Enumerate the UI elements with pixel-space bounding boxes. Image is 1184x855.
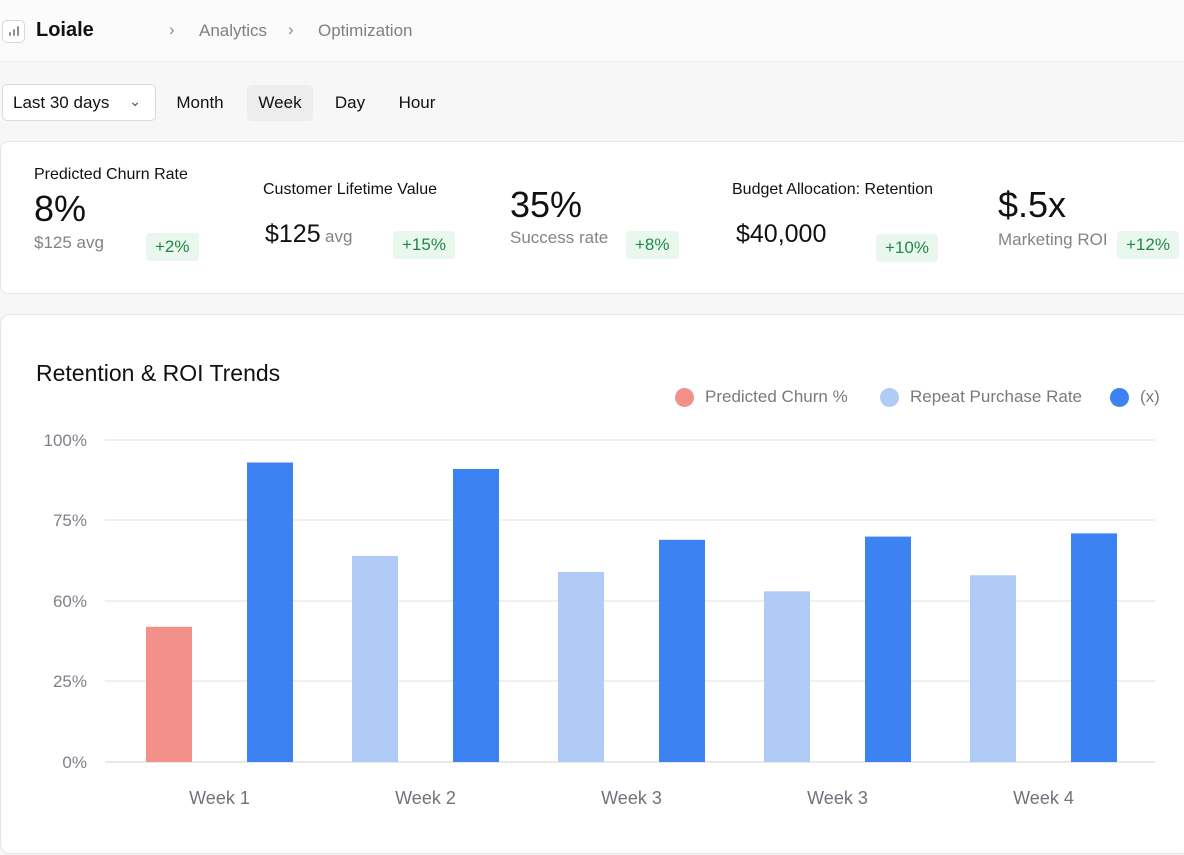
breadcrumb-optimization[interactable]: Optimization bbox=[318, 21, 413, 40]
top-bar: Loiale › Analytics › Optimization bbox=[0, 0, 1184, 62]
bar[interactable] bbox=[764, 591, 810, 762]
bar[interactable] bbox=[146, 626, 192, 762]
bar-chart-icon bbox=[2, 20, 25, 43]
granularity-week[interactable]: Week bbox=[247, 85, 313, 121]
legend-x[interactable]: (x) bbox=[1110, 387, 1160, 407]
kpi-change-badge: +12% bbox=[1117, 231, 1179, 259]
granularity-month[interactable]: Month bbox=[176, 93, 224, 112]
chevron-right-icon: › bbox=[288, 20, 294, 39]
legend-label: Predicted Churn % bbox=[705, 387, 848, 406]
bar[interactable] bbox=[453, 468, 499, 762]
x-tick-label: Week 1 bbox=[189, 788, 250, 808]
kpi-change-badge: +15% bbox=[393, 231, 455, 259]
bar[interactable] bbox=[865, 536, 911, 762]
kpi-change-badge: +2% bbox=[146, 233, 199, 261]
bar[interactable] bbox=[659, 539, 705, 762]
legend-swatch bbox=[1110, 387, 1129, 407]
bar[interactable] bbox=[247, 462, 293, 762]
x-tick-label: Week 3 bbox=[601, 788, 662, 808]
chart-title: Retention & ROI Trends bbox=[36, 360, 281, 386]
chevron-down-icon: ⌄ bbox=[129, 93, 141, 109]
legend-swatch bbox=[880, 387, 899, 407]
kpi-label: Customer Lifetime Value bbox=[263, 181, 437, 198]
kpi-sub: Success rate bbox=[510, 228, 609, 247]
bar[interactable] bbox=[970, 575, 1016, 762]
bar[interactable] bbox=[1071, 533, 1117, 762]
x-tick-label: Week 2 bbox=[395, 788, 456, 808]
bar[interactable] bbox=[352, 555, 398, 762]
breadcrumb-analytics[interactable]: Analytics bbox=[199, 21, 268, 40]
legend-repeat-purchase[interactable]: Repeat Purchase Rate bbox=[880, 387, 1082, 407]
kpi-card bbox=[0, 141, 1184, 294]
time-controls: Last 30 days ⌄ Month Week Day Hour bbox=[0, 84, 1184, 122]
bar[interactable] bbox=[558, 572, 604, 762]
granularity-day[interactable]: Day bbox=[334, 93, 366, 112]
legend-label: (x) bbox=[1140, 387, 1160, 406]
date-range-label: Last 30 days bbox=[13, 92, 110, 112]
kpi-value-suffix: avg bbox=[325, 227, 353, 246]
kpi-value: 35% bbox=[510, 184, 583, 225]
brand-name[interactable]: Loiale bbox=[36, 19, 94, 41]
kpi-value: $40,000 bbox=[736, 220, 827, 248]
kpi-value: $.5x bbox=[998, 184, 1067, 225]
kpi-change-badge: +10% bbox=[876, 234, 938, 262]
y-tick-label: 60% bbox=[53, 592, 87, 611]
date-range-select[interactable]: Last 30 days ⌄ bbox=[2, 84, 156, 121]
kpi-sub: Marketing ROI bbox=[998, 230, 1108, 249]
kpi-change-badge: +8% bbox=[626, 231, 679, 259]
kpi-value: 8% bbox=[34, 188, 87, 229]
x-tick-label: Week 4 bbox=[1013, 788, 1074, 808]
y-tick-label: 75% bbox=[53, 511, 87, 530]
legend-label: Repeat Purchase Rate bbox=[910, 387, 1082, 406]
legend-predicted-churn[interactable]: Predicted Churn % bbox=[675, 387, 848, 407]
kpi-value: $125 bbox=[265, 220, 321, 248]
legend-swatch bbox=[675, 387, 694, 407]
kpi-label: Predicted Churn Rate bbox=[34, 166, 188, 183]
kpi-sub: $125 avg bbox=[34, 233, 104, 252]
y-tick-label: 0% bbox=[62, 753, 87, 772]
kpi-label: Budget Allocation: Retention bbox=[732, 181, 934, 198]
y-tick-label: 100% bbox=[44, 431, 87, 450]
x-tick-label: Week 3 bbox=[807, 788, 868, 808]
chevron-right-icon: › bbox=[169, 20, 175, 39]
granularity-hour[interactable]: Hour bbox=[398, 93, 436, 112]
y-tick-label: 25% bbox=[53, 672, 87, 691]
